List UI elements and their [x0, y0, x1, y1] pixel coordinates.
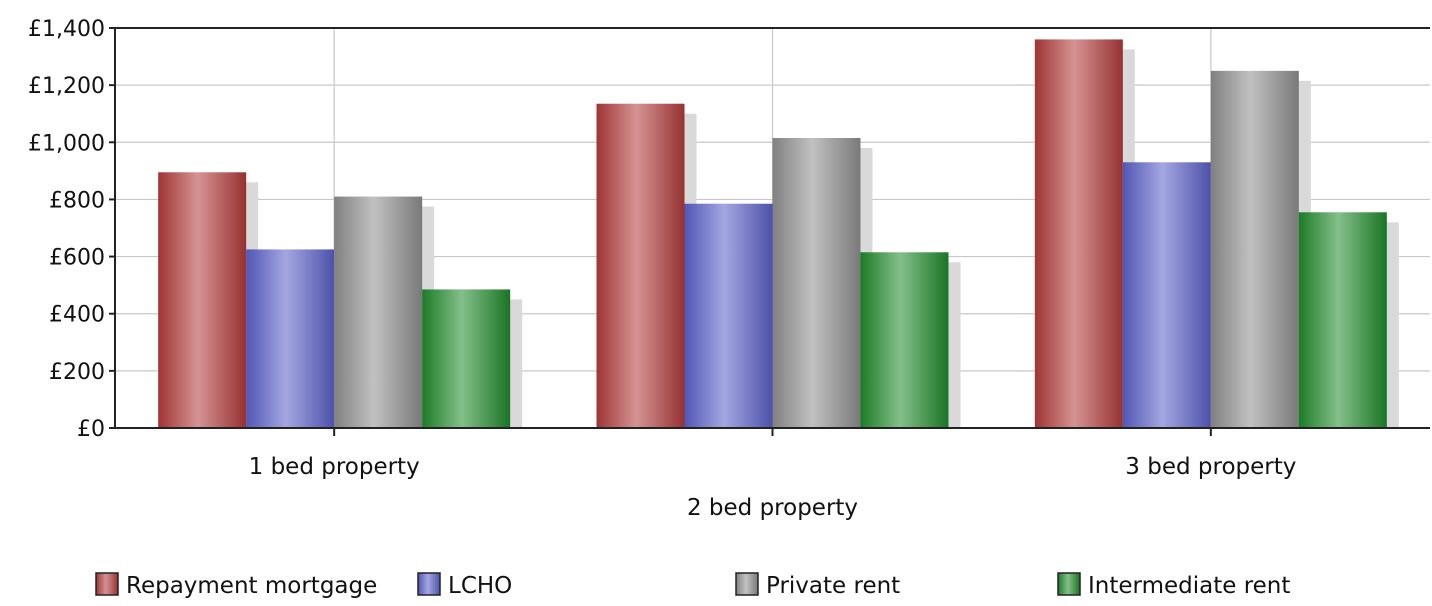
- bar: [1122, 162, 1211, 429]
- y-tick-label: £1,000: [28, 131, 105, 156]
- bar: [422, 289, 511, 428]
- legend-label: Intermediate rent: [1088, 573, 1290, 599]
- legend-swatch: [735, 572, 759, 596]
- x-tick-label: 1 bed property: [249, 454, 420, 480]
- bar: [246, 249, 335, 428]
- bars: [158, 39, 1387, 429]
- y-tick-label: £800: [49, 188, 105, 213]
- legend-swatch: [417, 572, 441, 596]
- legend-label: Private rent: [766, 573, 900, 599]
- y-tick-label: £0: [77, 417, 105, 442]
- y-tick-label: £1,400: [28, 17, 105, 42]
- axes: [109, 27, 1430, 436]
- legend-label: LCHO: [448, 573, 512, 599]
- legend-item: Intermediate rent: [1057, 572, 1290, 599]
- legend-item: Private rent: [735, 572, 900, 599]
- legend: Repayment mortgage LCHO Private rent Interm…: [95, 572, 1290, 599]
- bar: [860, 252, 949, 428]
- legend-item: LCHO: [417, 572, 512, 599]
- y-tick-labels: £0 £200 £400 £600 £800 £1,000 £1,200 £1,400: [28, 17, 105, 442]
- bar: [158, 172, 247, 428]
- y-tick-label: £600: [49, 246, 105, 271]
- legend-swatch: [95, 572, 119, 596]
- x-tick-labels: 1 bed property 2 bed property 3 bed proper…: [249, 454, 1297, 521]
- bar: [334, 196, 423, 428]
- bar: [1298, 212, 1387, 428]
- legend-item: Repayment mortgage: [95, 572, 377, 599]
- y-tick-label: £200: [49, 360, 105, 385]
- bar: [1210, 70, 1299, 428]
- bar: [684, 203, 773, 428]
- legend-swatch: [1057, 572, 1081, 596]
- bar: [1034, 39, 1123, 429]
- legend-label: Repayment mortgage: [126, 573, 377, 599]
- y-tick-label: £400: [49, 303, 105, 328]
- x-tick-label: 2 bed property: [687, 495, 858, 521]
- x-tick-label: 3 bed property: [1125, 454, 1296, 480]
- bar: [772, 138, 861, 428]
- bar: [596, 103, 685, 428]
- y-tick-label: £1,200: [28, 74, 105, 99]
